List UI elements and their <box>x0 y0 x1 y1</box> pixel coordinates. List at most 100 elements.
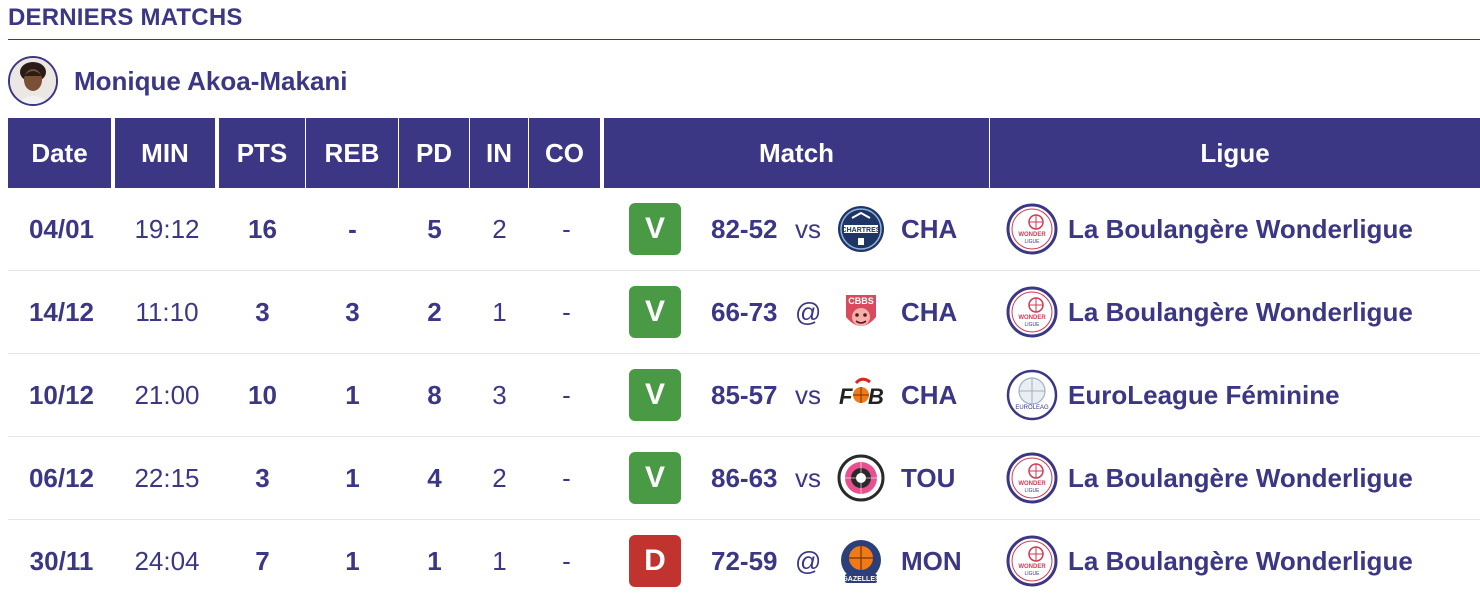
lbwl-logo-icon[interactable]: WONDER LIGUE <box>1006 203 1058 255</box>
assists: 1 <box>427 545 442 576</box>
svg-text:LIGUE: LIGUE <box>1024 322 1040 328</box>
lbwl-logo-icon[interactable]: WONDER LIGUE <box>1006 452 1058 504</box>
col-reb[interactable]: REB <box>306 118 399 188</box>
rebounds: 3 <box>306 271 399 354</box>
player-header[interactable]: Monique Akoa-Makani <box>8 54 348 108</box>
league-name[interactable]: La Boulangère Wonderligue <box>1068 296 1413 327</box>
svg-text:CBBS: CBBS <box>848 296 874 306</box>
blocks: - <box>529 437 604 520</box>
match-cell[interactable]: V 82-52 vs CHARTRES CHA <box>604 188 990 271</box>
table-row[interactable]: 04/01 19:12 16 - 5 2 - V 82-52 vs CHARTR… <box>8 188 1480 271</box>
result-badge: V <box>629 286 681 338</box>
col-pd[interactable]: PD <box>399 118 470 188</box>
steals: 1 <box>470 271 529 354</box>
col-date[interactable]: Date <box>8 118 115 188</box>
svg-text:B: B <box>868 384 884 409</box>
svg-text:GAZELLES: GAZELLES <box>842 576 880 583</box>
points: 10 <box>219 354 306 437</box>
table-header-row: Date MIN PTS REB PD IN CO Match Ligue <box>8 118 1480 188</box>
league-name[interactable]: La Boulangère Wonderligue <box>1068 462 1413 493</box>
lbwl-logo-icon[interactable]: WONDER LIGUE <box>1006 286 1058 338</box>
league-cell[interactable]: EUROLEAG EuroLeague Féminine <box>990 354 1480 437</box>
minutes: 21:00 <box>115 354 219 437</box>
opponent-team[interactable]: MON <box>901 545 962 576</box>
match-date: 06/12 <box>8 437 115 520</box>
match-cell[interactable]: V 86-63 vs TOU <box>604 437 990 520</box>
col-in[interactable]: IN <box>470 118 529 188</box>
league-cell[interactable]: WONDER LIGUE La Boulangère Wonderligue <box>990 437 1480 520</box>
points: 3 <box>219 437 306 520</box>
match-date: 14/12 <box>8 271 115 354</box>
svg-text:LIGUE: LIGUE <box>1024 239 1040 245</box>
svg-text:F: F <box>839 384 853 409</box>
col-min[interactable]: MIN <box>115 118 219 188</box>
player-name[interactable]: Monique Akoa-Makani <box>74 65 348 96</box>
minutes: 22:15 <box>115 437 219 520</box>
tou-logo-icon[interactable] <box>835 452 887 504</box>
match-date: 10/12 <box>8 354 115 437</box>
blocks: - <box>529 188 604 271</box>
svg-text:LIGUE: LIGUE <box>1024 571 1040 577</box>
rebounds: 1 <box>345 545 360 576</box>
svg-text:WONDER: WONDER <box>1018 232 1046 238</box>
league-cell[interactable]: WONDER LIGUE La Boulangère Wonderligue <box>990 520 1480 602</box>
player-avatar[interactable] <box>8 56 58 106</box>
assists: 8 <box>399 354 470 437</box>
match-cell[interactable]: V 66-73 @ CBBS CHA <box>604 271 990 354</box>
rebounds: 1 <box>306 437 399 520</box>
lbwl-logo-icon[interactable]: WONDER LIGUE <box>1006 535 1058 587</box>
steals: 2 <box>470 437 529 520</box>
svg-text:EUROLEAG: EUROLEAG <box>1015 405 1049 411</box>
opponent-team[interactable]: CHA <box>901 213 958 244</box>
opponent-team[interactable]: CHA <box>901 379 958 410</box>
col-ligue[interactable]: Ligue <box>990 118 1480 188</box>
league-name[interactable]: La Boulangère Wonderligue <box>1068 545 1413 576</box>
rebounds: - <box>306 188 399 271</box>
match-location: @ <box>795 545 822 576</box>
cbbs-logo-icon[interactable]: CBBS <box>835 286 887 338</box>
minutes: 19:12 <box>115 188 219 271</box>
league-cell[interactable]: WONDER LIGUE La Boulangère Wonderligue <box>990 271 1480 354</box>
table-row[interactable]: 14/12 11:10 3 3 2 1 - V 66-73 @ CBBS CHA… <box>8 271 1480 354</box>
minutes: 11:10 <box>115 271 219 354</box>
opponent-team[interactable]: CHA <box>901 296 958 327</box>
col-co[interactable]: CO <box>529 118 604 188</box>
steals: 2 <box>470 188 529 271</box>
match-score[interactable]: 86-63 <box>711 462 778 493</box>
match-score[interactable]: 72-59 <box>711 545 778 576</box>
league-name[interactable]: La Boulangère Wonderligue <box>1068 213 1413 244</box>
chartres-logo-icon[interactable]: CHARTRES <box>835 203 887 255</box>
match-cell[interactable]: D 72-59 @ GAZELLES MON <box>604 520 990 602</box>
match-location: vs <box>795 379 821 410</box>
svg-text:WONDER: WONDER <box>1018 564 1046 570</box>
opponent-team[interactable]: TOU <box>901 462 956 493</box>
col-match[interactable]: Match <box>604 118 990 188</box>
steals: 3 <box>470 354 529 437</box>
match-score[interactable]: 82-52 <box>711 213 778 244</box>
rebounds: 1 <box>306 354 399 437</box>
steals: 1 <box>492 545 507 576</box>
assists: 4 <box>399 437 470 520</box>
result-badge: V <box>629 369 681 421</box>
assists: 2 <box>399 271 470 354</box>
match-location: vs <box>795 462 821 493</box>
euroleague-logo-icon[interactable]: EUROLEAG <box>1006 369 1058 421</box>
match-score[interactable]: 85-57 <box>711 379 778 410</box>
result-badge: V <box>629 452 681 504</box>
table-row[interactable]: 30/11 24:04 7 1 1 1 - D 72-59 @ GAZELLES… <box>8 520 1480 602</box>
league-name[interactable]: EuroLeague Féminine <box>1068 379 1340 410</box>
blocks: - <box>529 354 604 437</box>
match-date: 30/11 <box>29 545 94 576</box>
league-cell[interactable]: WONDER LIGUE La Boulangère Wonderligue <box>990 188 1480 271</box>
match-location: @ <box>795 296 822 327</box>
section-title: DERNIERS MATCHS <box>8 4 243 31</box>
match-score[interactable]: 66-73 <box>711 296 778 327</box>
result-badge: D <box>629 535 681 587</box>
table-row[interactable]: 06/12 22:15 3 1 4 2 - V 86-63 vs TOU WON… <box>8 437 1480 520</box>
svg-text:WONDER: WONDER <box>1018 315 1046 321</box>
gazelles-logo-icon[interactable]: GAZELLES <box>835 535 887 587</box>
col-pts[interactable]: PTS <box>219 118 306 188</box>
